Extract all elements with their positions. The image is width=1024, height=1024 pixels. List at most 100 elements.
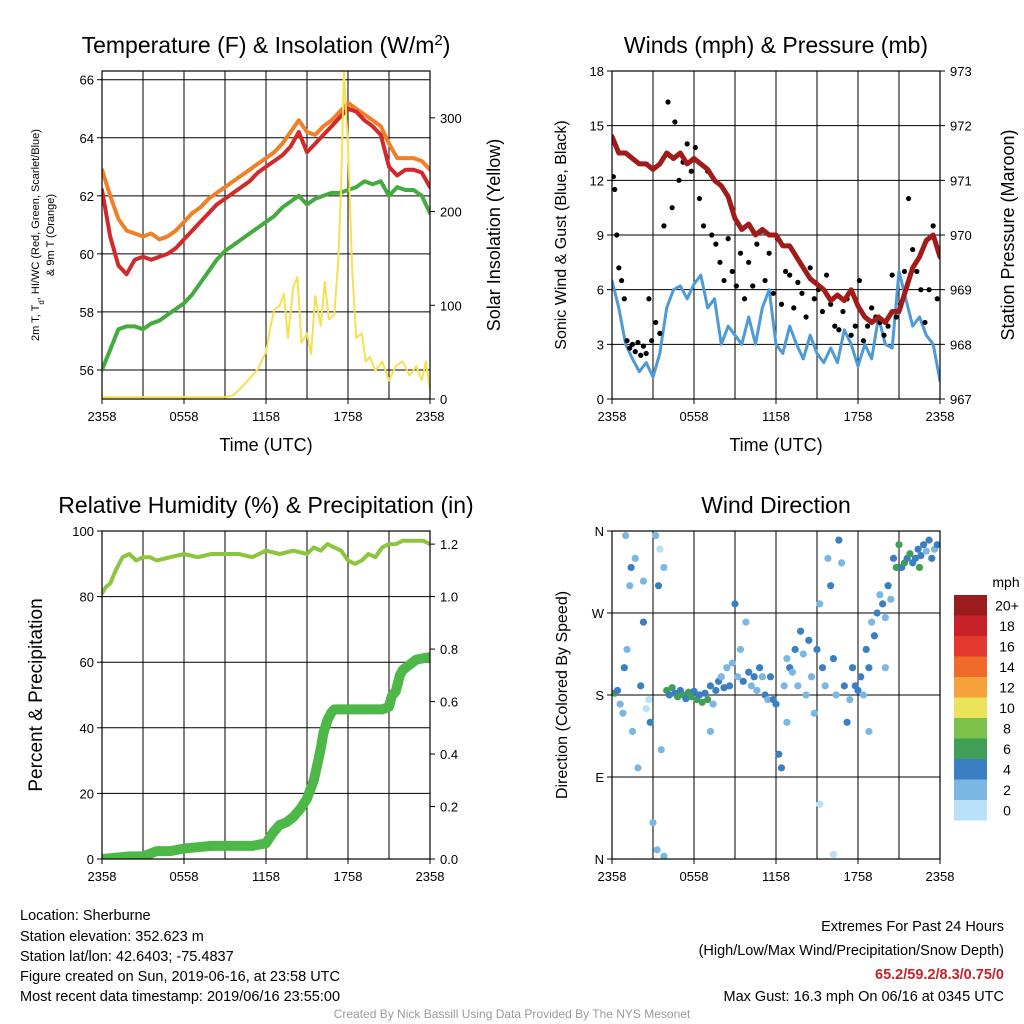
gust-point — [750, 283, 756, 289]
direction-point — [736, 645, 745, 654]
direction-x-tick-label: 2358 — [598, 869, 627, 884]
direction-point — [881, 664, 889, 672]
temperature-y2-tick-label: 0 — [440, 392, 447, 407]
temperature-series-2m-td — [102, 179, 430, 372]
gust-point — [782, 268, 789, 275]
direction-point — [848, 664, 857, 672]
gust-point — [614, 232, 620, 238]
gust-point — [840, 308, 846, 315]
speed-legend-swatch — [954, 636, 987, 657]
gust-point — [869, 305, 875, 311]
gust-point — [823, 272, 830, 278]
speed-legend-label: 6 — [1003, 741, 1011, 757]
winds-x-tick-label: 2358 — [926, 409, 955, 424]
gust-point — [741, 296, 748, 302]
direction-point — [634, 764, 642, 772]
direction-point — [725, 682, 734, 690]
winds-frame — [611, 70, 941, 400]
winds-y2-tick-label: 971 — [950, 173, 972, 188]
direction-point — [616, 700, 624, 708]
direction-point — [723, 664, 731, 672]
direction-point — [813, 645, 821, 654]
winds-x-tick-label: 1758 — [844, 409, 873, 424]
humidity-series-precipitation — [102, 652, 430, 859]
gust-point — [889, 272, 895, 278]
gust-point — [832, 323, 838, 329]
gust-point — [934, 296, 940, 302]
direction-point — [620, 664, 628, 672]
humidity-x-tick-label: 2358 — [88, 869, 117, 884]
gust-point — [709, 232, 715, 238]
temperature-y-tick-label: 58 — [80, 305, 94, 320]
winds-y-tick-label: 18 — [590, 64, 604, 79]
gust-point — [638, 352, 644, 358]
direction-title: Wind Direction — [701, 492, 851, 518]
humidity-y2-tick-label: 0.0 — [440, 852, 458, 867]
direction-point — [665, 691, 674, 699]
direction-point — [701, 689, 709, 697]
humidity-y-tick-label: 60 — [80, 655, 94, 670]
gust-point — [729, 268, 735, 275]
winds-x-tick-label: 0558 — [680, 409, 709, 424]
temperature-y-tick-label: 62 — [80, 189, 94, 204]
humidity-y-tick-label: 80 — [80, 590, 94, 605]
direction-point — [892, 563, 900, 572]
direction-point — [816, 800, 824, 808]
direction-point — [660, 852, 668, 859]
speed-legend-label: 18 — [999, 618, 1015, 634]
direction-point — [712, 686, 720, 695]
direction-point — [756, 664, 764, 672]
winds-series-gust — [612, 99, 940, 358]
gust-point — [910, 246, 916, 253]
winds-y2-tick-label: 970 — [950, 228, 972, 243]
direction-point — [766, 673, 775, 681]
winds-panel: Winds (mph) & Pressure (mb) 2358 0558 1158 1… — [553, 32, 1018, 455]
direction-point — [646, 718, 654, 726]
speed-legend-swatch — [954, 779, 987, 800]
direction-point — [884, 582, 892, 590]
direction-point — [745, 668, 753, 676]
gust-point — [653, 319, 659, 326]
direction-x-tick-label: 1158 — [762, 869, 790, 884]
gust-point — [926, 287, 932, 293]
gust-point — [676, 177, 682, 183]
temperature-grid — [102, 71, 430, 399]
temperature-y-tick-label: 56 — [80, 363, 94, 378]
direction-y-tick-label: E — [595, 770, 604, 785]
direction-point — [857, 673, 865, 681]
gust-point — [930, 223, 936, 229]
gust-point — [746, 259, 752, 265]
temperature-y-tick-label: 66 — [80, 73, 94, 88]
speed-legend-swatch — [954, 718, 987, 739]
gust-point — [778, 301, 785, 307]
gust-point — [721, 277, 727, 284]
speed-legend-swatch — [954, 595, 987, 616]
humidity-y2-tick-label: 1.2 — [440, 537, 458, 552]
speed-legend-swatch — [954, 697, 987, 718]
gust-point — [612, 186, 618, 193]
winds-x-tick-label: 2358 — [598, 409, 627, 424]
gust-point — [624, 338, 630, 344]
temperature-y-tick-label: 64 — [80, 131, 94, 146]
winds-y2-tick-label: 967 — [950, 392, 972, 407]
direction-point — [720, 684, 728, 692]
direction-point — [829, 850, 838, 859]
winds-y2-tick-label: 973 — [950, 64, 972, 79]
direction-point — [772, 700, 780, 708]
gust-point — [807, 265, 813, 271]
humidity-x-tick-label: 1758 — [334, 869, 363, 884]
winds-title: Winds (mph) & Pressure (mb) — [624, 32, 928, 58]
speed-legend-label: 10 — [999, 700, 1015, 716]
direction-point — [747, 682, 756, 690]
speed-legend-label: 14 — [999, 659, 1015, 675]
temperature-panel: Temperature (F) & Insolation (W/m2) 2358 0… — [30, 32, 504, 456]
winds-y-tick-label: 9 — [597, 228, 604, 243]
direction-point — [639, 618, 648, 626]
gust-point — [795, 279, 801, 285]
speed-legend-swatch — [954, 759, 987, 780]
speed-legend-label: 4 — [1003, 761, 1011, 777]
speed-legend-swatch — [954, 800, 987, 821]
humidity-y-tick-label: 20 — [80, 786, 94, 801]
direction-point — [780, 682, 788, 690]
